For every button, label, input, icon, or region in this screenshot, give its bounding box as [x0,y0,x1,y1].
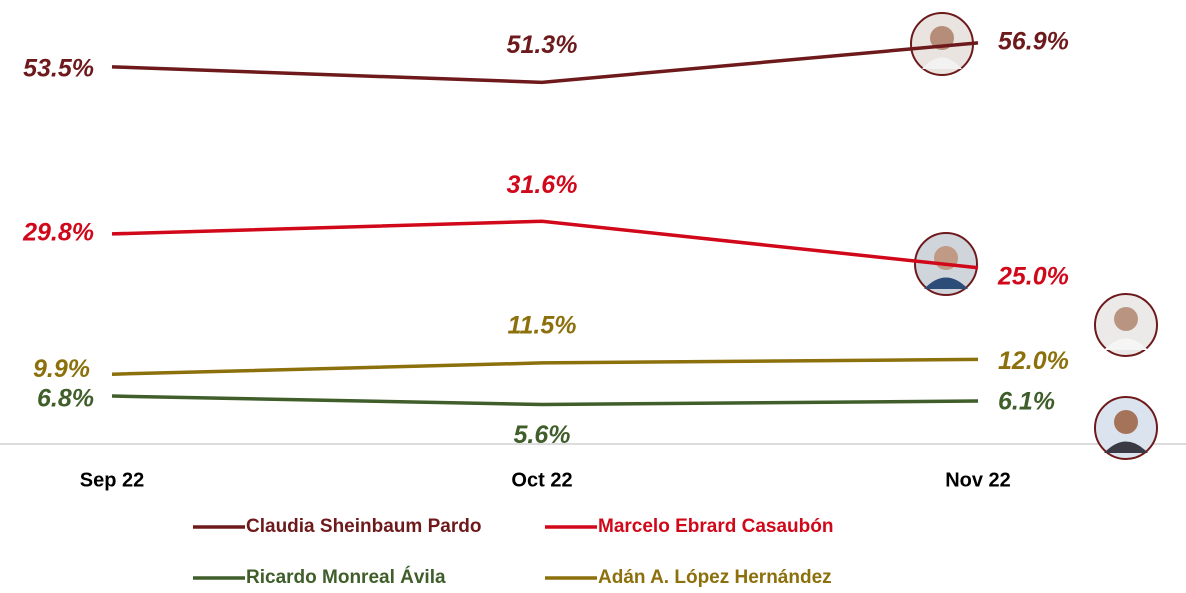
value-label: 9.9% [33,355,90,383]
x-tick-label: Oct 22 [511,469,572,491]
legend-label: Adán A. López Hernández [598,567,832,588]
value-label: 5.6% [514,421,571,449]
value-label: 29.8% [22,219,94,247]
value-label: 53.5% [23,54,94,82]
value-label: 6.8% [37,385,94,413]
value-label: 56.9% [998,27,1069,55]
legend-label: Marcelo Ebrard Casaubón [598,516,833,537]
photo [914,232,978,296]
legend-label: Ricardo Monreal Ávila [246,566,446,588]
value-label: 6.1% [998,388,1055,416]
photo [1094,293,1158,357]
photo [1094,396,1158,460]
line [111,41,979,85]
value-label: 51.3% [507,31,578,59]
legend-label: Claudia Sheinbaum Pardo [246,516,481,537]
x-tick-label: Sep 22 [80,469,144,491]
photos [910,12,1158,460]
value-label: 11.5% [507,312,576,340]
value-label: 31.6% [507,171,578,199]
value-label: 25.0% [997,262,1069,290]
line [111,219,979,270]
line [111,394,979,407]
x-tick-label: Nov 22 [945,469,1011,491]
value-label: 12.0% [998,347,1069,375]
line [111,357,979,376]
